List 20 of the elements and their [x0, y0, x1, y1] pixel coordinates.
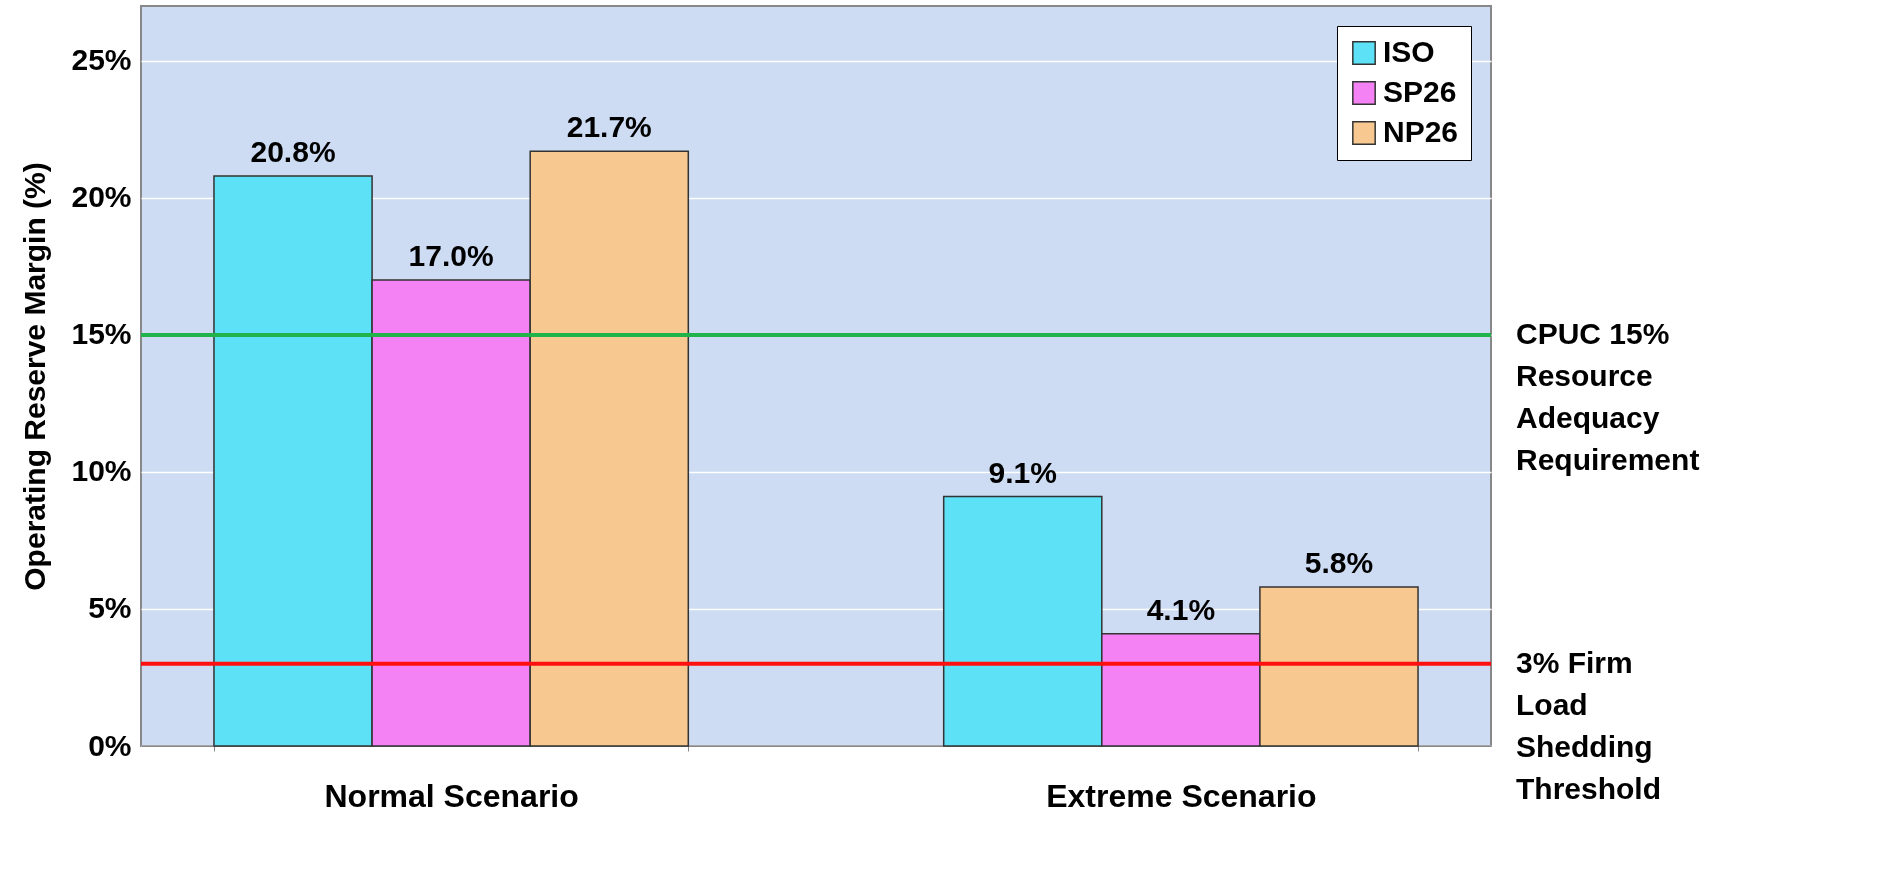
y-tick-label: 5% [88, 591, 132, 625]
y-tick-label: 10% [71, 454, 132, 488]
data-label: 5.8% [1304, 546, 1374, 580]
y-tick-label: 20% [71, 180, 132, 214]
data-label: 4.1% [1146, 592, 1216, 626]
legend-label: SP26 [1383, 75, 1457, 108]
ref-line-label: 3% Firm Load Shedding Threshold [1516, 645, 1662, 805]
y-axis-title: Operating Reserve Margin (%) [18, 162, 52, 591]
data-label: 17.0% [408, 239, 494, 273]
y-tick-label: 0% [88, 728, 132, 762]
data-label: 21.7% [566, 110, 652, 144]
x-tick-label: Normal Scenario [324, 777, 579, 814]
data-label: 9.1% [988, 455, 1057, 489]
ref-line-label: CPUC 15% Resource Adequacy Requirement [1516, 316, 1700, 476]
y-tick-label: 15% [71, 317, 132, 351]
y-tick-label: 25% [71, 43, 132, 77]
x-tick-label: Extreme Scenario [1046, 777, 1317, 814]
data-label: 20.8% [250, 134, 336, 168]
legend-label: NP26 [1383, 115, 1459, 148]
legend-label: ISO [1383, 35, 1435, 68]
